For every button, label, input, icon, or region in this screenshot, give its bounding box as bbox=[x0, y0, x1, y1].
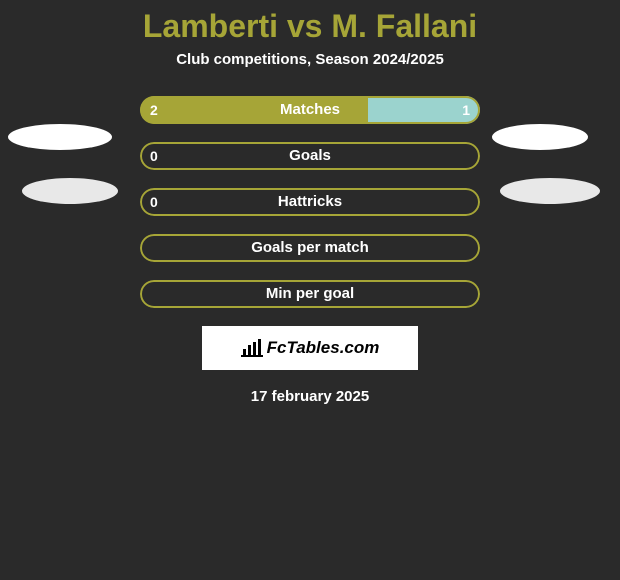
stat-value-right: 1 bbox=[462, 96, 470, 124]
bar-chart-icon bbox=[241, 339, 263, 357]
stat-row: Goals0 bbox=[140, 142, 480, 170]
stat-value-left: 0 bbox=[150, 188, 158, 216]
site-logo: FcTables.com bbox=[202, 326, 418, 370]
stat-row: Min per goal bbox=[140, 280, 480, 308]
player-ellipse bbox=[492, 124, 588, 150]
logo-text: FcTables.com bbox=[267, 338, 380, 358]
date-line: 17 february 2025 bbox=[0, 388, 620, 405]
stat-row: Goals per match bbox=[140, 234, 480, 262]
player-ellipse bbox=[500, 178, 600, 204]
player-ellipse bbox=[22, 178, 118, 204]
stat-label: Matches bbox=[140, 96, 480, 124]
stat-label: Min per goal bbox=[140, 280, 480, 308]
stat-label: Goals bbox=[140, 142, 480, 170]
page-title: Lamberti vs M. Fallani bbox=[0, 0, 620, 51]
stat-label: Goals per match bbox=[140, 234, 480, 262]
stat-value-left: 2 bbox=[150, 96, 158, 124]
stat-rows-container: Matches21Goals0Hattricks0Goals per match… bbox=[140, 96, 480, 308]
stat-row: Hattricks0 bbox=[140, 188, 480, 216]
stat-row: Matches2 1 bbox=[140, 96, 480, 124]
stat-label: Hattricks bbox=[140, 188, 480, 216]
player-ellipse bbox=[8, 124, 112, 150]
stat-value-left: 0 bbox=[150, 142, 158, 170]
subtitle: Club competitions, Season 2024/2025 bbox=[0, 51, 620, 68]
